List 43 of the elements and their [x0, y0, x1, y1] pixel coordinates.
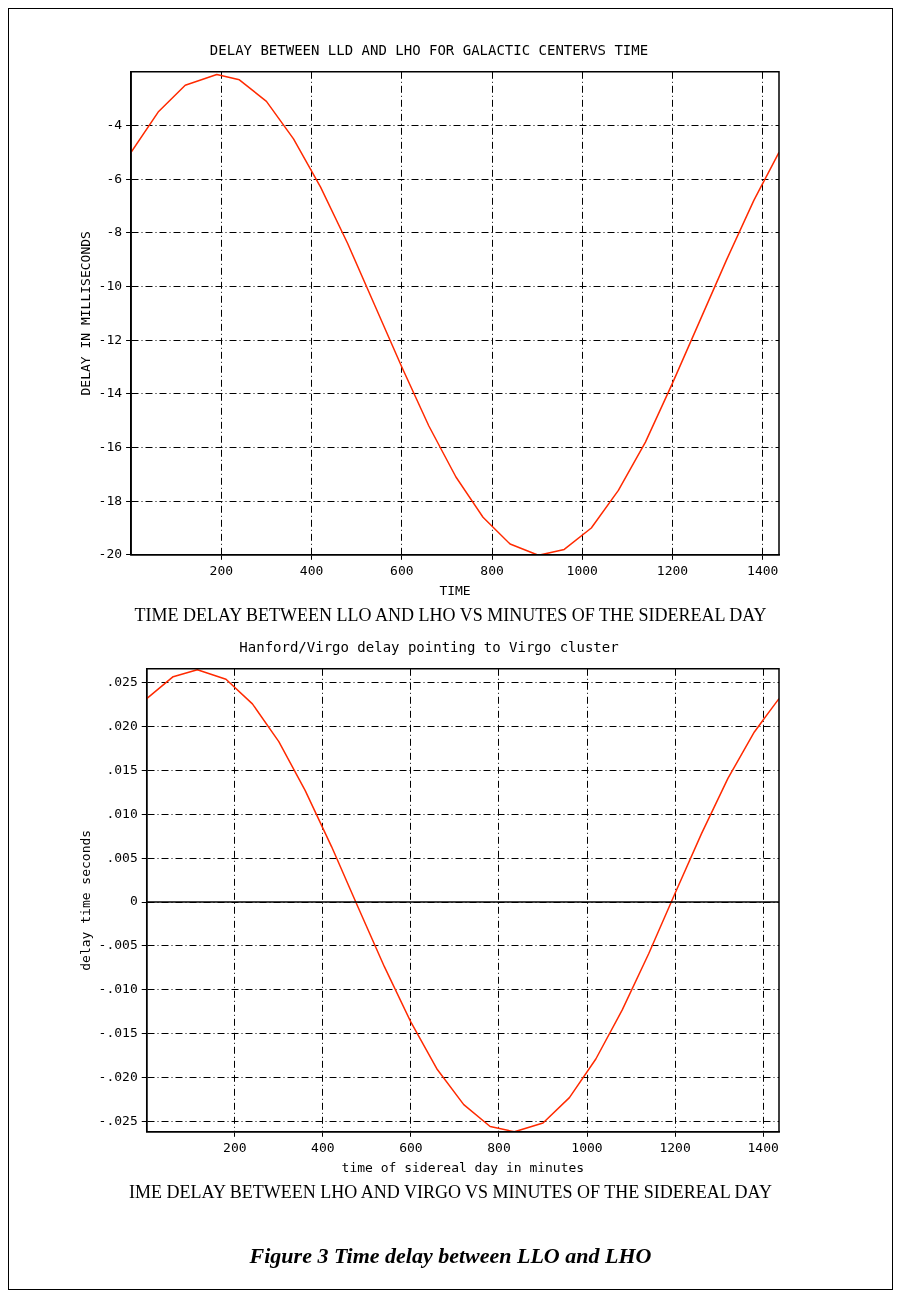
y-axis-title: DELAY IN MILLISECONDS [78, 231, 94, 396]
caption: Figure 3 Time delay between LLO and LHO [248, 1243, 653, 1269]
y-tick-label: -10 [98, 277, 123, 293]
y-tick-label: -4 [106, 116, 123, 132]
x-tick-label: 800 [480, 562, 504, 578]
y-tick-label: -.025 [98, 1112, 138, 1128]
x-tick-label: 1400 [747, 562, 779, 578]
x-tick-label: 1200 [659, 1139, 691, 1155]
x-tick-label: 600 [399, 1139, 423, 1155]
x-tick-label: 600 [390, 562, 414, 578]
y-tick-label: .025 [106, 674, 138, 690]
x-tick-label: 1000 [571, 1139, 603, 1155]
x-tick-label: 400 [311, 1139, 335, 1155]
y-tick-label: .010 [106, 805, 138, 821]
x-tick-label: 1400 [747, 1139, 779, 1155]
text: TIME DELAY BETWEEN LLO AND LHO VS MINUTES OF THE SIDEREAL DAY [133, 605, 768, 626]
x-axis-title: time of sidereal day in minutes [341, 1159, 585, 1175]
text: IME DELAY BETWEEN LHO AND VIRGO VS MINUTES OF THE SIDEREAL DAY [128, 1182, 773, 1203]
y-tick-label: -14 [98, 385, 123, 401]
y-tick-label: -.005 [98, 937, 138, 953]
x-tick-label: 200 [209, 562, 234, 578]
chart-title: DELAY BETWEEN LLD AND LHO FOR GALACTIC CENTERVS TIME [209, 42, 649, 59]
x-tick-label: 400 [299, 562, 324, 578]
x-axis-title: TIME [439, 582, 471, 598]
y-tick-label: -12 [98, 331, 123, 347]
x-tick-label: 1200 [656, 562, 689, 578]
y-tick-label: -8 [106, 224, 123, 240]
y-axis-title: delay time seconds [78, 829, 94, 971]
y-tick-label: -.015 [98, 1024, 138, 1040]
y-tick-label: .020 [106, 718, 138, 734]
y-tick-label: -.020 [98, 1068, 138, 1084]
y-tick-label: .005 [106, 849, 138, 865]
y-tick-label: -16 [98, 438, 123, 454]
y-tick-label: -.010 [98, 981, 138, 997]
y-tick-label: -20 [98, 546, 123, 562]
chart-title: Hanford/Virgo delay pointing to Virgo cluster [239, 639, 619, 656]
y-tick-label: 0 [129, 893, 138, 909]
x-tick-label: 1000 [566, 562, 598, 578]
x-tick-label: 200 [223, 1139, 247, 1155]
y-tick-label: -18 [98, 492, 123, 508]
y-tick-label: .015 [106, 761, 138, 777]
x-tick-label: 800 [487, 1139, 511, 1155]
y-tick-label: -6 [106, 170, 123, 186]
